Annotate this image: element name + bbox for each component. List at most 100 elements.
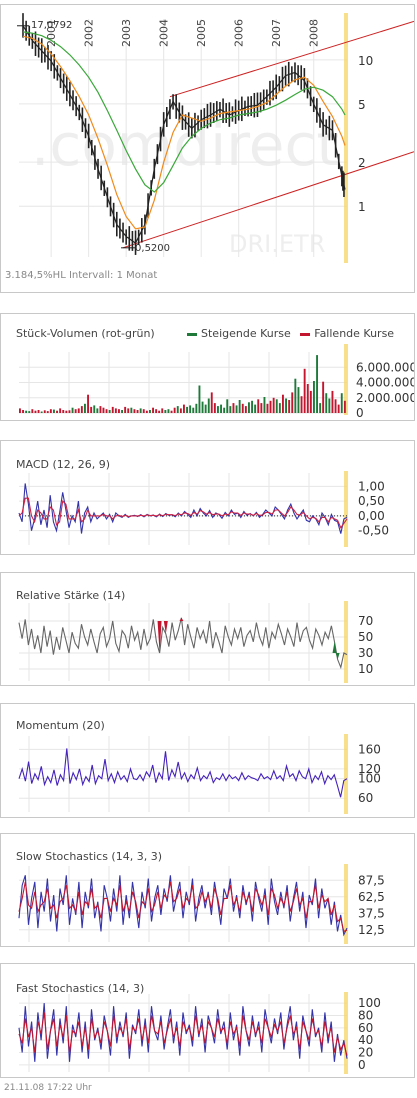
current-marker xyxy=(344,344,348,415)
volume-bar xyxy=(161,408,164,413)
volume-bar xyxy=(300,396,303,413)
volume-bar xyxy=(204,404,207,413)
volume-bar xyxy=(337,404,340,413)
series-line-1 xyxy=(18,881,348,933)
volume-bar xyxy=(220,404,222,413)
volume-bar xyxy=(235,405,238,413)
volume-bar xyxy=(297,387,300,413)
y-tick-label: 100 xyxy=(358,772,381,786)
legend-up-label: Steigende Kurse xyxy=(201,327,291,340)
volume-bar xyxy=(77,408,80,413)
volume-bar xyxy=(118,409,120,413)
y-tick-label: 1 xyxy=(358,200,366,214)
volume-bar xyxy=(56,410,58,413)
y-tick-label: 2.000.000 xyxy=(356,391,414,405)
timestamp: 21.11.08 17:22 Uhr xyxy=(4,1083,92,1093)
volume-bar xyxy=(164,410,167,413)
volume-bar xyxy=(275,399,278,413)
volume-bar xyxy=(114,408,117,413)
volume-bar xyxy=(127,408,130,413)
volume-legend: Steigende Kurse Fallende Kurse xyxy=(187,327,394,340)
volume-bar xyxy=(241,403,244,413)
volume-bar xyxy=(316,355,318,413)
y-tick-label: 10 xyxy=(358,54,373,68)
volume-bar xyxy=(102,407,105,413)
volume-bar xyxy=(37,410,40,413)
volume-bar xyxy=(53,409,55,413)
x-tick-label: 2004 xyxy=(158,19,171,47)
volume-bar xyxy=(248,402,250,413)
volume-bar xyxy=(176,406,179,413)
price-footer: 3.184,5%HL Intervall: 1 Monat xyxy=(5,270,158,281)
volume-bar xyxy=(266,403,269,413)
y-tick-label: 40 xyxy=(358,1033,373,1047)
volume-bar xyxy=(145,410,148,413)
volume-bar xyxy=(260,403,263,413)
volume-bar xyxy=(226,399,229,413)
volume-bar xyxy=(111,406,114,413)
volume-bar xyxy=(303,368,306,413)
volume-bar xyxy=(121,410,123,413)
volume-bar xyxy=(254,404,257,413)
volume-bar xyxy=(139,408,142,413)
x-tick-label: 2008 xyxy=(308,19,321,47)
channel-line-0 xyxy=(122,151,414,249)
volume-bar xyxy=(22,410,24,413)
rsi-panel: Relative Stärke (14) 10 30 50 70 xyxy=(0,572,415,686)
y-tick-label: 20 xyxy=(358,1046,373,1060)
series-line-0 xyxy=(18,617,348,670)
volume-bar xyxy=(40,411,43,413)
volume-bar xyxy=(189,405,192,413)
legend-down-label: Fallende Kurse xyxy=(314,327,395,340)
rsi-overbought-mark xyxy=(179,617,184,621)
x-tick-label: 2006 xyxy=(233,19,246,47)
y-tick-label: 120 xyxy=(358,762,381,776)
x-tick-label: 2005 xyxy=(195,19,208,47)
volume-bar xyxy=(84,403,86,413)
y-tick-label: 4.000.000 xyxy=(356,376,414,390)
y-tick-label: 60 xyxy=(358,791,373,805)
volume-bar xyxy=(223,407,226,413)
y-tick-label: 0 xyxy=(358,1058,366,1072)
y-tick-label: 5 xyxy=(358,98,366,112)
volume-bar xyxy=(278,403,281,413)
volume-bar xyxy=(99,406,102,413)
y-tick-label: 87,5 xyxy=(358,873,385,887)
volume-bar xyxy=(25,410,28,413)
volume-bar xyxy=(244,406,247,413)
slow-stochastics-panel: Slow Stochastics (14, 3, 3) 12,5 37,5 62,5… xyxy=(0,833,415,947)
y-tick-label: 50 xyxy=(358,630,373,644)
y-tick-label: 12,5 xyxy=(358,923,385,937)
x-tick-label: 2002 xyxy=(83,19,96,47)
volume-bar xyxy=(152,407,154,413)
close-line xyxy=(22,25,346,244)
volume-bar xyxy=(210,392,213,413)
legend-up-swatch xyxy=(187,332,197,336)
volume-bar xyxy=(322,381,325,413)
volume-bar xyxy=(251,400,253,413)
current-marker xyxy=(344,601,348,683)
volume-bar xyxy=(62,410,65,413)
y-tick-label: 30 xyxy=(358,646,373,660)
y-tick-label: 2 xyxy=(358,156,366,170)
volume-bar xyxy=(201,401,204,413)
volume-bar xyxy=(28,411,31,413)
watermark-ticker: DRI.ETR xyxy=(229,230,325,258)
y-tick-label: 70 xyxy=(358,614,373,628)
volume-bar xyxy=(238,400,241,413)
volume-bar xyxy=(149,410,151,413)
volume-bar xyxy=(59,408,62,413)
volume-bar xyxy=(343,400,346,413)
rsi-oversold-mark xyxy=(335,653,340,660)
y-tick-label: 160 xyxy=(358,742,381,756)
volume-bar xyxy=(272,397,275,414)
y-tick-label: 80 xyxy=(358,1008,373,1022)
volume-bar xyxy=(340,393,343,413)
volume-bar xyxy=(71,407,74,413)
volume-bar xyxy=(65,410,68,413)
volume-bar xyxy=(328,398,331,413)
moving-average-short xyxy=(22,35,346,230)
